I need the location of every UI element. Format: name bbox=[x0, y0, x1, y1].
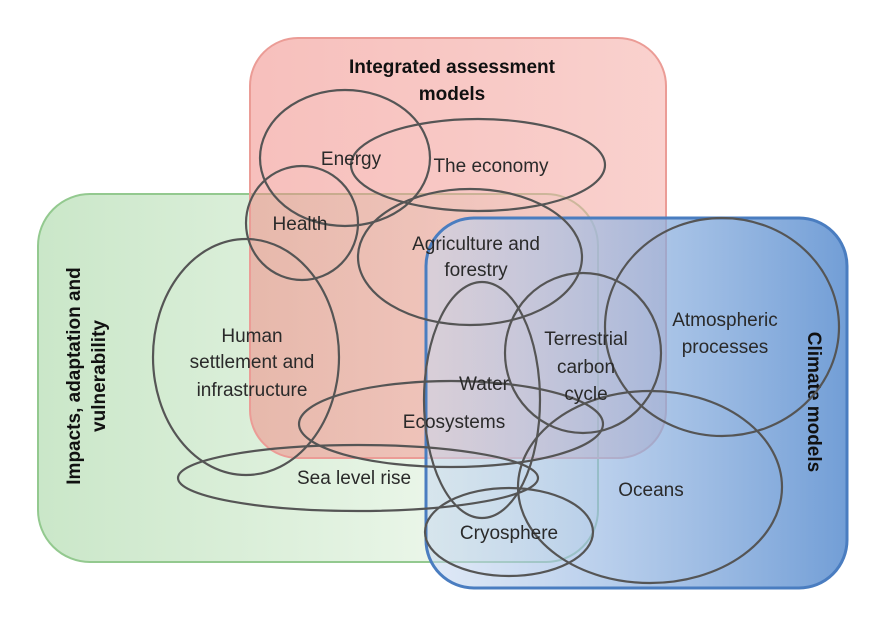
iam-title-line1: Integrated assessment bbox=[349, 57, 556, 78]
cryosphere-label: Cryosphere bbox=[460, 523, 558, 544]
terrestrial-label-line3: cycle bbox=[564, 384, 607, 405]
iav-title-line2: vulnerability bbox=[89, 320, 110, 432]
ecosystems-label: Ecosystems bbox=[403, 412, 505, 433]
cryosphere-ellipse bbox=[423, 486, 595, 578]
terrestrial-label-line2: carbon bbox=[557, 357, 615, 378]
oceans-label: Oceans bbox=[618, 480, 683, 501]
iam-title-line2: models bbox=[419, 84, 486, 105]
iav-title-line1: Impacts, adaptation and bbox=[64, 267, 85, 484]
sea-level-label: Sea level rise bbox=[297, 468, 411, 489]
economy-label: The economy bbox=[433, 156, 549, 177]
iav-title: Impacts, adaptation and vulnerability bbox=[64, 267, 110, 484]
human-settlement-label-line1: Human bbox=[221, 326, 282, 347]
agriculture-label-line1: Agriculture and bbox=[412, 234, 540, 255]
oceans-ellipse bbox=[516, 389, 784, 585]
energy-ellipse bbox=[258, 88, 432, 228]
terrestrial-ellipse bbox=[503, 271, 663, 435]
human-settlement-ellipse bbox=[151, 237, 341, 477]
human-settlement-label-line3: infrastructure bbox=[197, 380, 308, 401]
water-label: Water bbox=[459, 374, 510, 395]
ecosystems-ellipse bbox=[297, 379, 605, 469]
atmospheric-label-line2: processes bbox=[682, 337, 769, 358]
terrestrial-label-line1: Terrestrial bbox=[544, 329, 627, 350]
atmospheric-ellipse bbox=[603, 216, 841, 438]
atmospheric-label-line1: Atmospheric bbox=[672, 310, 778, 331]
economy-ellipse bbox=[349, 117, 607, 213]
climate-title-text: Climate models bbox=[803, 332, 824, 472]
human-settlement-label-line2: settlement and bbox=[190, 352, 315, 373]
climate-region bbox=[424, 216, 849, 590]
health-label: Health bbox=[273, 214, 328, 235]
water-ellipse bbox=[422, 280, 542, 520]
sea-level-ellipse bbox=[176, 443, 540, 513]
energy-label: Energy bbox=[321, 149, 382, 170]
health-ellipse bbox=[244, 164, 360, 282]
agriculture-ellipse bbox=[356, 187, 584, 327]
climate-title: Climate models bbox=[803, 332, 824, 472]
agriculture-label-line2: forestry bbox=[444, 260, 508, 281]
